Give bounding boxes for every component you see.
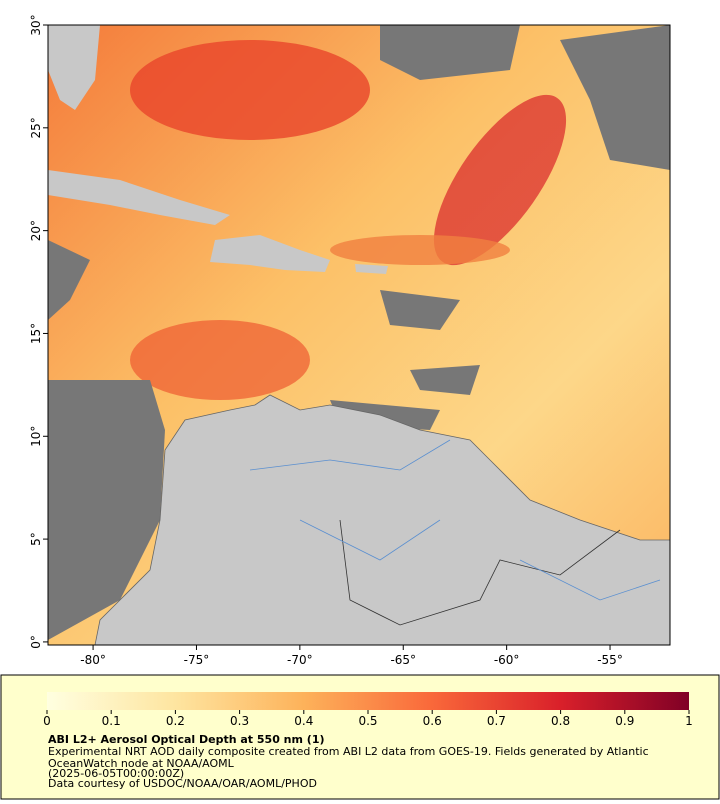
map-frame bbox=[47, 24, 671, 646]
y-tick-label: 30° bbox=[29, 14, 43, 35]
colorbar-tick-label: 0.3 bbox=[230, 714, 249, 728]
map-field bbox=[48, 25, 670, 645]
x-tick-label: -80° bbox=[80, 653, 106, 667]
description-line: Data courtesy of USDOC/NOAA/OAR/AOML/PHO… bbox=[48, 777, 317, 790]
x-tick-label: -75° bbox=[184, 653, 210, 667]
x-tick-label: -60° bbox=[494, 653, 520, 667]
colorbar-tick-label: 0.6 bbox=[423, 714, 442, 728]
description-line: OceanWatch node at NOAA/AOML bbox=[48, 757, 235, 770]
x-tick-label: -70° bbox=[287, 653, 313, 667]
colorbar bbox=[47, 692, 689, 710]
x-tick-label: -55° bbox=[597, 653, 623, 667]
colorbar-tick-label: 0.4 bbox=[294, 714, 313, 728]
y-tick-label: 15° bbox=[29, 323, 43, 344]
y-tick-label: 0° bbox=[29, 635, 43, 649]
y-tick-label: 20° bbox=[29, 220, 43, 241]
y-tick-label: 10° bbox=[29, 426, 43, 447]
y-tick-label: 5° bbox=[29, 532, 43, 546]
colorbar-tick-label: 0.1 bbox=[102, 714, 121, 728]
colorbar-tick-label: 1 bbox=[685, 714, 693, 728]
colorbar-tick-label: 0.2 bbox=[166, 714, 185, 728]
colorbar-tick-label: 0 bbox=[43, 714, 51, 728]
colorbar-tick-label: 0.8 bbox=[551, 714, 570, 728]
title: ABI L2+ Aerosol Optical Depth at 550 nm … bbox=[48, 733, 325, 746]
description-line: (2025-06-05T00:00:00Z) bbox=[48, 767, 184, 780]
x-tick-label: -65° bbox=[390, 653, 416, 667]
description-line: Experimental NRT AOD daily composite cre… bbox=[48, 745, 649, 758]
colorbar-tick-label: 0.7 bbox=[487, 714, 506, 728]
colorbar-tick-label: 0.9 bbox=[615, 714, 634, 728]
y-tick-label: 25° bbox=[29, 117, 43, 138]
colorbar-tick-label: 0.5 bbox=[358, 714, 377, 728]
